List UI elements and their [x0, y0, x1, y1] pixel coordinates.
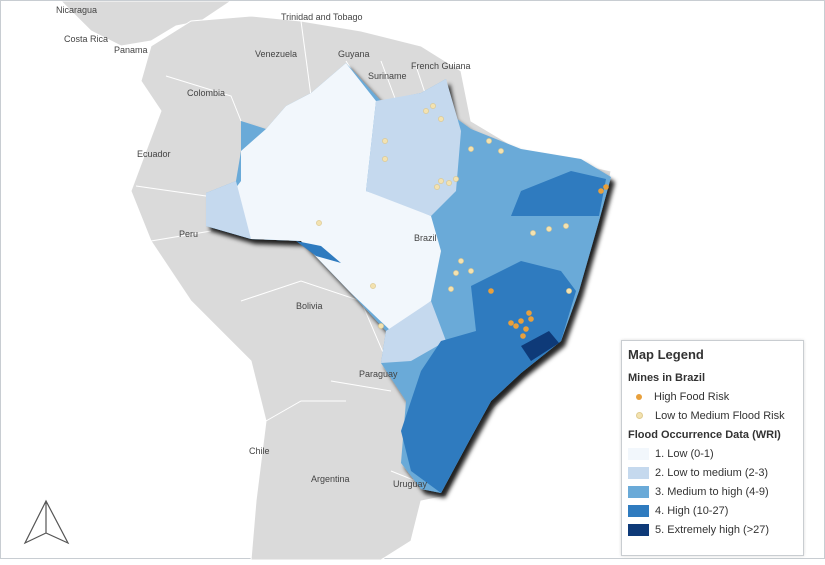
low-flood-risk-mine[interactable] — [453, 270, 459, 276]
country-label: Peru — [179, 229, 199, 239]
mine-markers — [316, 103, 609, 339]
central-america-land — [1, 0, 233, 47]
low-flood-risk-mine[interactable] — [382, 138, 388, 144]
low-flood-risk-mine[interactable] — [546, 226, 552, 232]
legend-item-flood-1: 1. Low (0-1) — [628, 444, 797, 463]
high-risk-mine[interactable] — [518, 318, 524, 324]
low-flood-risk-mine[interactable] — [468, 146, 474, 152]
flood-title: Flood Occurrence Data (WRI) — [628, 429, 781, 441]
swatch — [628, 504, 649, 517]
legend-label: 4. High (10-27) — [655, 504, 729, 517]
high-risk-mine[interactable] — [526, 310, 532, 316]
low-flood-risk-mine[interactable] — [458, 258, 464, 264]
legend-label: 2. Low to medium (2-3) — [655, 466, 769, 479]
orange-dot-icon — [636, 393, 642, 400]
low-flood-risk-mine[interactable] — [370, 283, 376, 289]
legend-item-low-risk: Low to Medium Flood Risk — [628, 406, 797, 425]
low-flood-risk-mine[interactable] — [453, 176, 459, 182]
high-risk-mine[interactable] — [598, 188, 604, 194]
country-label: Costa Rica — [64, 34, 109, 44]
map-legend: Map Legend Mines in Brazil High Food Ris… — [621, 340, 804, 556]
high-risk-mine[interactable] — [513, 323, 519, 329]
country-label: Venezuela — [255, 49, 298, 59]
high-risk-mine[interactable] — [508, 320, 514, 326]
legend-item-flood-3: 3. Medium to high (4-9) — [628, 482, 797, 501]
high-risk-mine[interactable] — [523, 326, 529, 332]
country-label: Paraguay — [359, 369, 398, 379]
high-risk-mine[interactable] — [603, 184, 609, 190]
low-flood-risk-mine[interactable] — [468, 268, 474, 274]
low-flood-risk-mine[interactable] — [448, 286, 454, 292]
country-label: Colombia — [187, 88, 226, 98]
country-label: Suriname — [368, 71, 407, 81]
country-label: Chile — [249, 446, 270, 456]
pale-dot-icon — [636, 412, 643, 419]
legend-title: Map Legend — [628, 347, 704, 362]
swatch — [628, 466, 649, 479]
legend-label: 5. Extremely high (>27) — [655, 523, 770, 536]
country-label: Argentina — [311, 474, 350, 484]
low-flood-risk-mine[interactable] — [498, 148, 504, 154]
low-flood-risk-mine[interactable] — [378, 323, 384, 329]
legend-item-flood-5: 5. Extremely high (>27) — [628, 520, 797, 539]
low-flood-risk-mine[interactable] — [438, 178, 444, 184]
low-flood-risk-mine[interactable] — [486, 138, 492, 144]
country-label: Trinidad and Tobago — [281, 12, 363, 22]
low-flood-risk-mine[interactable] — [434, 184, 440, 190]
legend-label: 3. Medium to high (4-9) — [655, 485, 769, 498]
low-flood-risk-mine[interactable] — [430, 103, 436, 109]
country-label: French Guiana — [411, 61, 471, 71]
country-label: Panama — [114, 45, 148, 55]
legend-label: 1. Low (0-1) — [655, 447, 714, 460]
low-flood-risk-mine[interactable] — [446, 180, 452, 186]
legend-label: High Food Risk — [654, 390, 730, 403]
low-flood-risk-mine[interactable] — [438, 116, 444, 122]
country-borders — [135, 20, 442, 492]
swatch — [628, 523, 649, 536]
low-flood-risk-mine[interactable] — [423, 108, 429, 114]
low-flood-risk-mine[interactable] — [316, 220, 322, 226]
low-flood-risk-mine[interactable] — [566, 288, 572, 294]
legend-label: Low to Medium Flood Risk — [655, 409, 785, 422]
high-risk-mine[interactable] — [528, 316, 534, 322]
low-flood-risk-mine[interactable] — [563, 223, 569, 229]
legend-item-high-risk: High Food Risk — [628, 387, 797, 406]
swatch — [628, 485, 649, 498]
high-risk-mine[interactable] — [488, 288, 494, 294]
high-risk-mine[interactable] — [520, 333, 526, 339]
country-label: Guyana — [338, 49, 370, 59]
low-flood-risk-mine[interactable] — [530, 230, 536, 236]
legend-item-flood-4: 4. High (10-27) — [628, 501, 797, 520]
country-label: Brazil — [414, 233, 437, 243]
low-flood-risk-mine[interactable] — [382, 156, 388, 162]
mines-title: Mines in Brazil — [628, 372, 706, 384]
north-arrow-icon — [23, 499, 70, 545]
country-label: Bolivia — [296, 301, 323, 311]
country-label: Uruguay — [393, 479, 428, 489]
legend-item-flood-2: 2. Low to medium (2-3) — [628, 463, 797, 482]
country-label: Nicaragua — [56, 5, 98, 15]
swatch — [628, 447, 649, 460]
country-label: Ecuador — [137, 149, 171, 159]
